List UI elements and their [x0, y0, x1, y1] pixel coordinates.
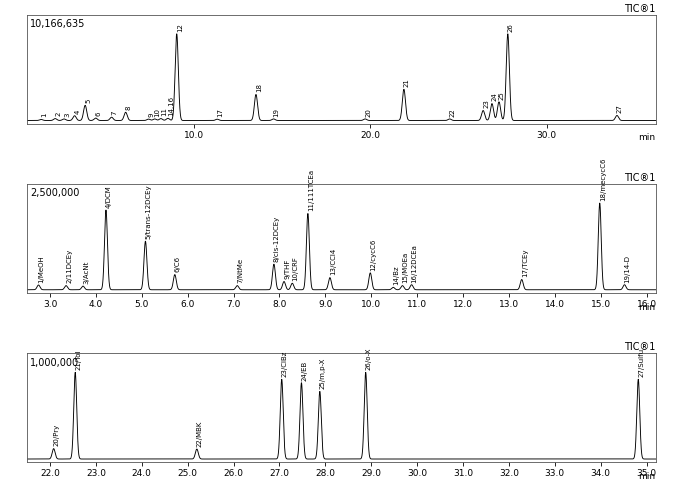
Text: 7: 7	[112, 111, 118, 115]
Text: 18/mecycC6: 18/mecycC6	[600, 157, 606, 201]
Text: 11: 11	[161, 107, 167, 117]
Text: 20/Pry: 20/Pry	[53, 424, 59, 446]
Text: 3/AcNt: 3/AcNt	[83, 261, 89, 284]
Text: 19: 19	[274, 108, 280, 117]
Text: 4/DCM: 4/DCM	[106, 185, 112, 208]
Text: min: min	[639, 303, 656, 311]
Text: 25/m,p-X: 25/m,p-X	[320, 358, 326, 389]
Text: min: min	[639, 472, 656, 481]
Text: TIC®1: TIC®1	[625, 173, 656, 183]
Text: 18: 18	[256, 83, 262, 92]
Text: 8/cis-12DCEy: 8/cis-12DCEy	[274, 216, 280, 262]
Text: 6/C6: 6/C6	[175, 256, 180, 273]
Text: 20: 20	[365, 108, 371, 117]
Text: 22: 22	[450, 108, 456, 117]
Text: 23: 23	[483, 99, 489, 108]
Text: 14,16: 14,16	[168, 96, 174, 116]
Text: 27: 27	[617, 104, 623, 113]
Text: 6: 6	[96, 111, 101, 116]
Text: 13/CCl4: 13/CCl4	[330, 248, 336, 276]
Text: 7/NtMe: 7/NtMe	[237, 258, 243, 283]
Text: 1: 1	[41, 113, 47, 117]
Text: 10,166,635: 10,166,635	[30, 19, 86, 29]
Text: 21: 21	[404, 78, 410, 87]
Text: 25: 25	[499, 91, 505, 100]
Text: 5/trans-12DCEy: 5/trans-12DCEy	[145, 184, 151, 239]
Text: 19/14-D: 19/14-D	[625, 254, 631, 282]
Text: 15/MOEa: 15/MOEa	[402, 252, 408, 283]
Text: 2: 2	[55, 112, 62, 117]
Text: 5: 5	[85, 99, 91, 103]
Text: 1/MeOH: 1/MeOH	[39, 255, 45, 283]
Text: 8: 8	[126, 106, 132, 110]
Text: 26/o-X: 26/o-X	[366, 348, 372, 370]
Text: 14/Bz: 14/Bz	[393, 266, 400, 285]
Text: 1,000,000: 1,000,000	[30, 358, 79, 368]
Text: 24/EB: 24/EB	[301, 360, 308, 381]
Text: 26: 26	[508, 23, 514, 31]
Text: 10/CRF: 10/CRF	[292, 256, 298, 281]
Text: 27/Sulfu: 27/Sulfu	[638, 348, 644, 377]
Text: 21/Tol: 21/Tol	[75, 350, 81, 370]
Text: 22/MBK: 22/MBK	[197, 421, 203, 447]
Text: 2,500,000: 2,500,000	[30, 188, 80, 198]
Text: 3: 3	[64, 112, 70, 117]
Text: TIC®1: TIC®1	[625, 3, 656, 14]
Text: min: min	[639, 133, 656, 142]
Text: 9: 9	[149, 113, 155, 117]
Text: 11/111TCEa: 11/111TCEa	[308, 169, 314, 212]
Text: 9/THF: 9/THF	[284, 259, 290, 279]
Text: 17: 17	[217, 108, 223, 117]
Text: 23/ClBz: 23/ClBz	[282, 351, 288, 377]
Text: 12: 12	[176, 23, 183, 31]
Text: TIC®1: TIC®1	[625, 342, 656, 352]
Text: 4: 4	[74, 109, 80, 114]
Text: 16/12DCEa: 16/12DCEa	[412, 244, 418, 282]
Text: 2/11DCEy: 2/11DCEy	[66, 249, 72, 283]
Text: 10: 10	[155, 108, 161, 117]
Text: 17/TCEy: 17/TCEy	[522, 249, 528, 277]
Text: 24: 24	[492, 92, 498, 101]
Text: 12/cycC6: 12/cycC6	[370, 238, 377, 271]
